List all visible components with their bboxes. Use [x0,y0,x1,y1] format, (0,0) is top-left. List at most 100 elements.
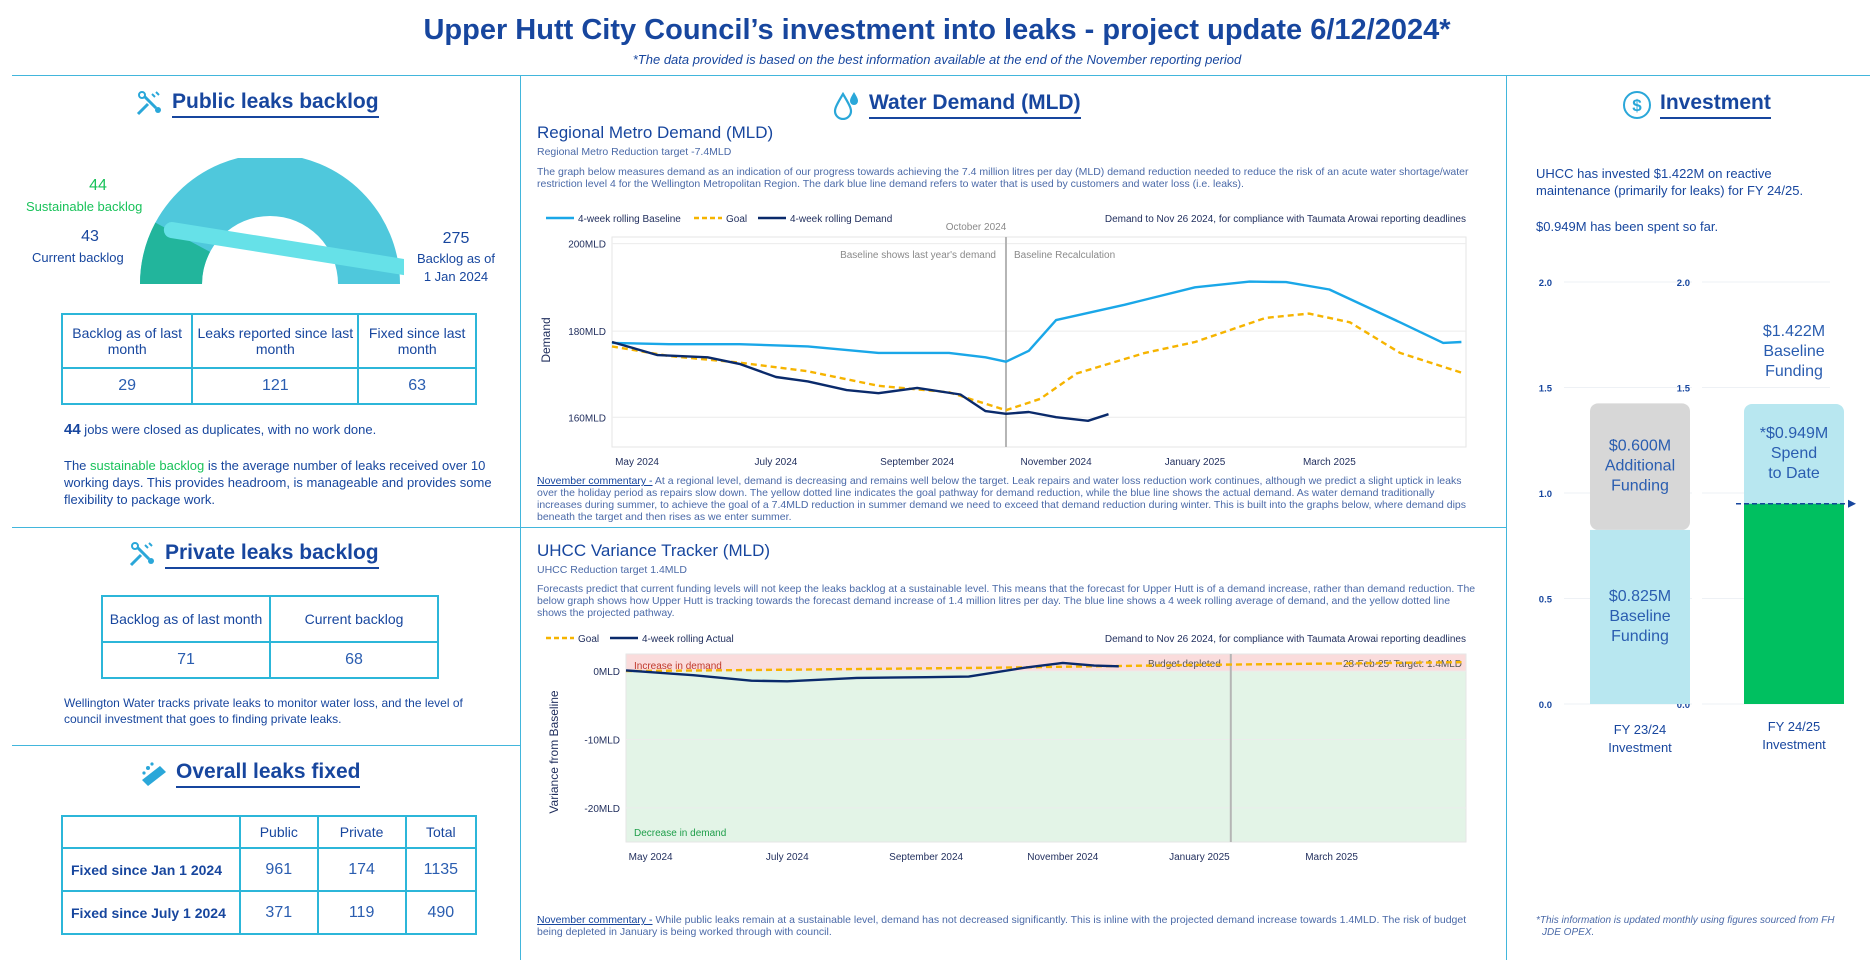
x-tick-label: May 2024 [615,457,659,468]
uhcc-y-label: Variance from Baseline [547,690,561,813]
x-tick-label: March 2025 [1303,457,1356,468]
label-fy24-total: $1.422M Baseline Funding [1763,323,1825,380]
jan-backlog-label-2: 1 Jan 2024 [423,269,489,284]
label-fy23-baseline: $0.825M Baseline Funding [1609,588,1671,645]
overall-corner-cell [61,815,241,849]
right-divider [1506,75,1507,960]
water-drops-icon [833,91,858,120]
series-line-4-week-rolling-actual [625,661,1119,683]
decrease-label: Decrease in demand [634,828,726,839]
invest-y-tick: 0.0 [1677,700,1690,711]
public-header-last-month: Backlog as of last month [60,313,194,369]
current-backlog-value: 43 [81,228,99,245]
target-label: 28-Feb-25' Target: 1.4MLD [1343,659,1462,670]
bar-fy24-spend [1744,503,1844,704]
regional-header-note: Demand to Nov 26 2024, for compliance wi… [1105,214,1466,225]
increase-label: Increase in demand [634,661,722,672]
public-backlog-table: Backlog as of last month Leaks reported … [60,313,477,405]
wrench-icon [136,91,161,116]
backlog-gauge [140,158,404,284]
current-backlog-label: Current backlog [32,250,124,265]
public-header-fixed: Fixed since last month [357,313,477,369]
series-line-4-week-rolling-demand [611,340,1109,423]
overall-row-jan-private: 174 [316,847,407,892]
y-tick-label: 0MLD [593,667,620,678]
water-demand-title: Water Demand (MLD) [833,90,1081,120]
private-backlog-title: Private leaks backlog [127,541,379,569]
public-header-reported: Leaks reported since last month [191,313,360,369]
investment-bar-chart: 2.01.51.00.50.02.01.51.00.50.0$0.600MAdd… [1539,278,1856,755]
y-tick-label: -10MLD [584,735,620,746]
overall-row-jan-label: Fixed since Jan 1 2024 [61,847,241,892]
overall-fixed-title: Overall leaks fixed [140,760,361,788]
label-fy23-additional: $0.600M Additional Funding [1605,438,1675,495]
invest-y-tick: 1.5 [1677,384,1691,395]
regional-commentary: November commentary - At a regional leve… [537,475,1477,523]
overall-row-july-public: 371 [239,890,319,935]
baseline-note: Baseline shows last year's demand [840,250,996,261]
jan-backlog-value: 275 [442,230,470,247]
x-tick-label: November 2024 [1021,457,1093,468]
overall-row-july-label: Fixed since July 1 2024 [61,890,241,935]
page-title: Upper Hutt City Council’s investment int… [423,14,1451,46]
note-highlight: sustainable backlog [90,458,205,473]
public-value-reported: 121 [191,367,360,405]
header-divider [12,75,1870,76]
x-tick-label: January 2025 [1165,457,1226,468]
legend-baseline-label: 4-week rolling Baseline [578,214,681,225]
invest-y-tick: 1.5 [1539,384,1553,395]
page-subtitle: *The data provided is based on the best … [632,52,1242,67]
overall-row-jan-public: 961 [239,847,319,892]
y-tick-label: -20MLD [584,804,620,815]
x-tick-label: November 2024 [1027,852,1099,863]
regional-y-label: Demand [539,317,553,362]
gauge-needle [163,222,404,276]
footnote-line-2: JDE OPEX. [1542,927,1595,938]
legend-demand-label: 4-week rolling Demand [790,214,892,225]
bar-fy23-baseline [1590,529,1690,704]
leak-pipe-icon [142,762,166,786]
duplicates-count: 44 [64,421,81,438]
dollar-icon: $ [1623,91,1651,119]
sustainable-backlog-label: Sustainable backlog [26,199,143,214]
overall-row-july-total: 490 [404,890,478,935]
overall-col-private: Private [316,815,407,849]
overall-row-july-private: 119 [316,890,407,935]
invest-y-tick: 2.0 [1539,278,1552,289]
middle-divider [12,527,1506,528]
svg-text:$: $ [1632,96,1642,115]
uhcc-description: Forecasts predict that current funding l… [537,583,1476,619]
investment-text-1: UHCC has invested $1.422M on reactive ma… [1536,166,1804,198]
uhcc-commentary: November commentary - While public leaks… [537,914,1477,938]
x-tick-label: September 2024 [889,852,963,863]
duplicates-text: jobs were closed as duplicates, with no … [80,422,377,437]
overall-col-total: Total [404,815,478,849]
uhcc-header-note: Demand to Nov 26 2024, for compliance wi… [1105,634,1466,645]
overall-col-public: Public [239,815,319,849]
increase-band [626,654,1466,672]
y-tick-label: 200MLD [568,240,606,251]
invest-y-tick: 0.0 [1539,700,1552,711]
recalc-note: Baseline Recalculation [1014,250,1115,261]
private-backlog-table: Backlog as of last month Current backlog… [101,595,439,679]
left-lower-divider [12,745,520,746]
label-fy24-spend: *$0.949M Spend to Date [1760,425,1829,482]
gauge-current-fill [140,222,211,284]
private-value-current: 68 [269,641,439,679]
private-note: Wellington Water tracks private leaks to… [64,696,463,726]
jan-backlog-label-1: Backlog as of [416,251,496,266]
regional-demand-chart: 4-week rolling Baseline Goal 4-week roll… [539,214,1467,468]
legend-goal-label: Goal [726,214,747,225]
x-tick-label: May 2024 [629,852,673,863]
public-value-last-month: 29 [60,367,194,405]
private-value-last-month: 71 [101,641,271,679]
investment-text-2: $0.949M has been spent so far. [1536,219,1719,234]
x-tick-label: September 2024 [880,457,954,468]
left-divider [520,75,521,960]
uhcc-commentary-label: November commentary - [537,914,653,926]
regional-chart-title: Regional Metro Demand (MLD) [537,123,774,142]
private-header-current: Current backlog [269,595,439,643]
spend-marker-arrow [1848,499,1856,508]
note-pre: The [64,458,91,473]
investment-footnote: *This information is updated monthly usi… [1536,915,1834,939]
